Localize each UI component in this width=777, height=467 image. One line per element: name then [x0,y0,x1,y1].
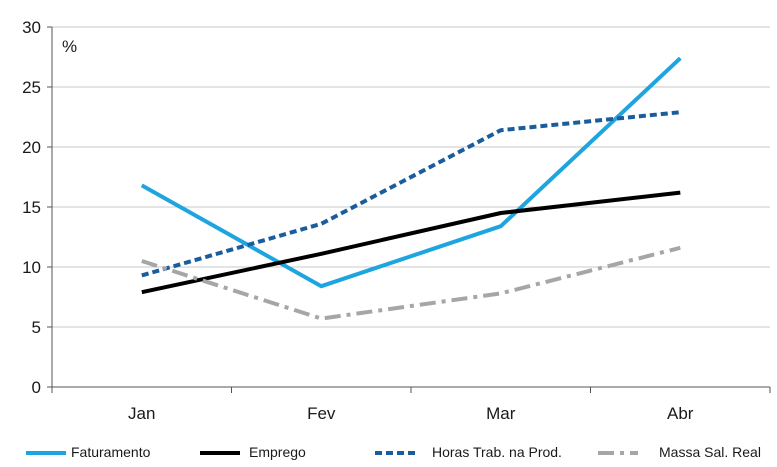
axes [51,27,771,393]
unit-label: % [62,37,77,56]
x-tick-label: Jan [128,404,155,423]
legend: Faturamento Emprego Horas Trab. na Prod. Ma… [26,444,761,460]
x-tick-label: Mar [486,404,516,423]
series-line-0 [140,56,682,289]
y-tick-label: 10 [22,258,41,277]
y-tick-label: 0 [32,378,41,397]
x-tick-labels: Jan Fev Mar Abr [128,404,694,423]
y-tick-label: 30 [22,18,41,37]
series-line-2 [141,110,681,278]
legend-label: Emprego [249,444,306,460]
y-tick-label: 15 [22,198,41,217]
legend-label: Horas Trab. na Prod. [432,444,562,460]
series-lines [140,56,682,321]
y-tick-label: 20 [22,138,41,157]
series-line-3 [141,245,681,321]
legend-label: Faturamento [71,444,151,460]
grid [47,26,770,388]
legend-label: Massa Sal. Real [659,444,761,460]
y-tick-labels: 0 5 10 15 20 25 30 [22,18,41,397]
y-tick-label: 5 [32,318,41,337]
x-tick-label: Fev [307,404,336,423]
series-line-1 [141,190,681,295]
x-tick-label: Abr [667,404,694,423]
y-tick-label: 25 [22,78,41,97]
